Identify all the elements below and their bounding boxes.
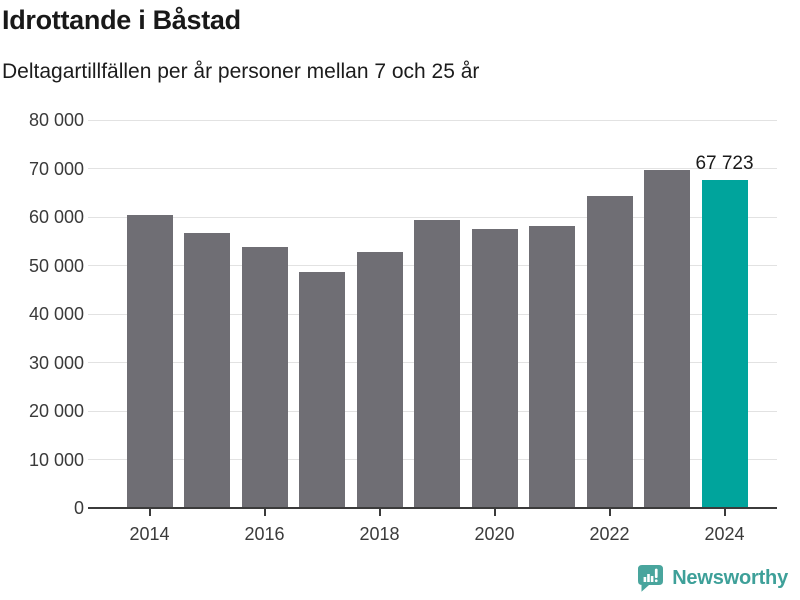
bar-2024: [701, 179, 748, 508]
x-axis-tick: [723, 509, 726, 516]
gridline: [88, 216, 777, 218]
x-axis-tick-label: 2020: [474, 524, 515, 544]
chart-subtitle: Deltagartillfällen per år personer mella…: [2, 60, 480, 83]
y-axis-tick-label: 0: [73, 498, 84, 518]
bar-2015: [184, 233, 230, 508]
bar-2023: [644, 170, 690, 508]
y-axis-tick-label: 20 000: [28, 401, 84, 422]
bar-2018: [356, 251, 403, 508]
x-axis-tick-label: 2014: [129, 524, 170, 544]
y-axis-tick-label: 70 000: [28, 158, 84, 179]
x-axis-tick-label: 2024: [704, 524, 745, 544]
bar-2021: [529, 225, 575, 508]
y-axis-tick-label: 80 000: [28, 110, 84, 131]
gridline: [88, 168, 777, 170]
x-axis-tick: [148, 509, 151, 516]
chart-title: Idrottande i Båstad: [2, 5, 241, 35]
bar-2020: [471, 228, 518, 508]
gridline: [88, 119, 777, 121]
y-axis-tick-label: 40 000: [28, 304, 84, 325]
y-axis-tick-label: 60 000: [28, 207, 84, 228]
x-axis-tick-label: 2018: [359, 524, 400, 544]
newsworthy-wordmark: Newsworthy: [672, 567, 788, 589]
x-axis-tick: [378, 509, 381, 516]
y-axis-tick-label: 50 000: [28, 255, 84, 276]
x-axis-line: [88, 507, 777, 509]
x-axis-tick-label: 2022: [589, 524, 630, 544]
y-axis-tick-label: 10 000: [28, 449, 84, 470]
bar-2016: [241, 247, 288, 508]
bar-2019: [414, 219, 460, 508]
y-axis-tick-label: 30 000: [28, 352, 84, 373]
newsworthy-icon: [638, 565, 664, 592]
x-axis-tick-label: 2016: [244, 524, 285, 544]
bar-2014: [126, 215, 173, 508]
bar-value-label: 67 723: [695, 152, 754, 174]
x-axis-tick: [608, 509, 611, 516]
x-axis-tick: [263, 509, 266, 516]
x-axis-tick: [493, 509, 496, 516]
bar-2017: [299, 271, 345, 508]
bar-2022: [586, 196, 633, 508]
newsworthy-logo: Newsworthy: [637, 564, 788, 593]
